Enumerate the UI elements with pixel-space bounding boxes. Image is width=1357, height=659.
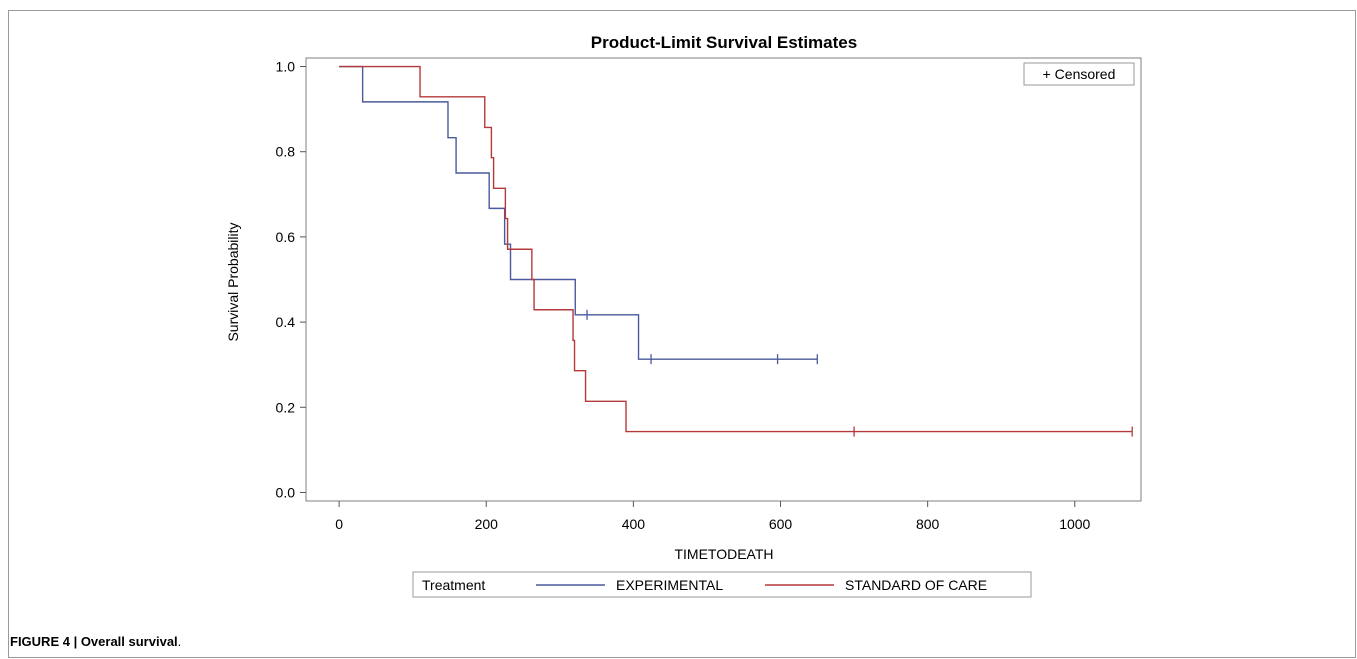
y-tick-label: 0.0 [276,484,296,500]
caption-label: FIGURE 4 | Overall survival [10,634,178,649]
figure-frame [8,10,1356,658]
x-tick-label: 1000 [1059,516,1090,532]
y-tick-label: 0.4 [276,314,296,330]
y-axis-label: Survival Probability [225,222,241,341]
x-tick-label: 0 [335,516,343,532]
censored-legend: + Censored [1023,62,1135,86]
series-layer [339,65,1133,437]
y-tick-label: 1.0 [276,59,296,75]
y-tick-label: 0.2 [276,399,296,415]
plot-area [305,57,1142,502]
figure-caption: FIGURE 4 | Overall survival. [10,634,181,649]
chart-title: Product-Limit Survival Estimates [591,33,857,52]
x-tick-label: 200 [475,516,499,532]
x-axis: 0 200 400 600 800 1000 [335,501,1091,532]
legend-title: Treatment [422,577,485,593]
y-axis: 0.0 0.2 0.4 0.6 0.8 1.0 [276,59,306,500]
censored-legend-label: + Censored [1043,66,1116,82]
y-tick-label: 0.6 [276,229,296,245]
survival-curve-standard-of-care [339,65,1133,433]
x-tick-label: 600 [769,516,793,532]
x-tick-label: 800 [916,516,940,532]
x-tick-label: 400 [622,516,646,532]
legend-entry-label: STANDARD OF CARE [845,577,987,593]
x-axis-label: TIMETODEATH [674,546,773,562]
survival-curve-experimental [339,65,818,360]
legend-entry-label: EXPERIMENTAL [616,577,723,593]
caption-suffix: . [177,634,182,649]
y-tick-label: 0.8 [276,144,296,160]
treatment-legend: Treatment EXPERIMENTAL STANDARD OF CARE [412,571,1032,598]
